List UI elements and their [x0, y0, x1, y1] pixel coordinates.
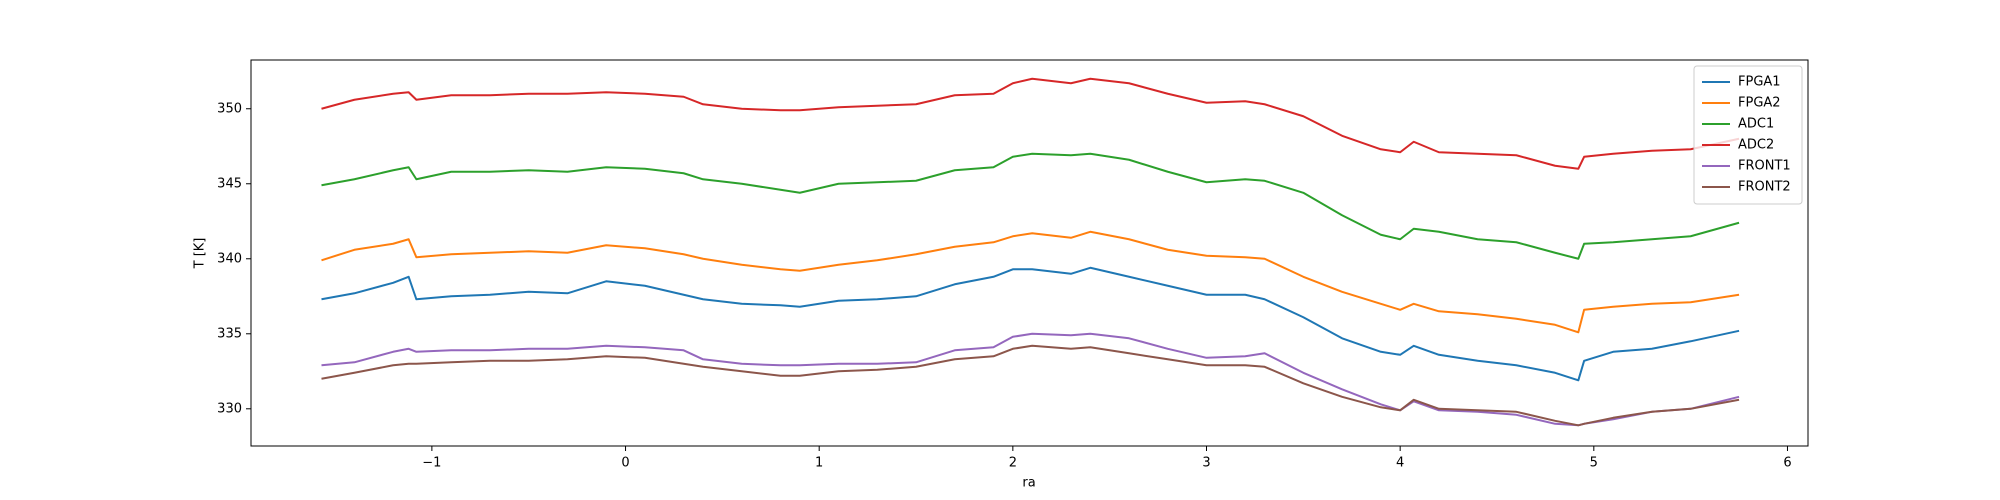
- y-tick-label: 345: [217, 176, 242, 191]
- x-tick-label: 3: [1202, 456, 1210, 471]
- series-line: [321, 344, 1740, 427]
- x-tick-label: 0: [621, 456, 629, 471]
- x-tick-label: 4: [1396, 456, 1404, 471]
- series-line: [321, 152, 1740, 260]
- axes-frame: [250, 59, 1809, 447]
- legend-label: FPGA2: [1738, 96, 1781, 111]
- legend-label: FPGA1: [1738, 75, 1781, 90]
- legend-label: ADC2: [1738, 138, 1774, 153]
- x-tick-label: 2: [1009, 456, 1017, 471]
- legend-label: FRONT1: [1738, 159, 1791, 174]
- x-tick-label: 1: [815, 456, 823, 471]
- legend-box: [1693, 65, 1803, 205]
- series-line: [321, 332, 1740, 427]
- series-line: [321, 77, 1740, 170]
- x-axis-label: ra: [1022, 476, 1035, 491]
- y-tick-label: 330: [217, 401, 242, 416]
- x-tick-label: 6: [1783, 456, 1791, 471]
- y-tick-label: 335: [217, 326, 242, 341]
- y-tick-label: 350: [217, 101, 242, 116]
- series-line: [321, 230, 1740, 334]
- legend-label: FRONT2: [1738, 180, 1791, 195]
- y-axis-label: T [K]: [193, 238, 208, 270]
- x-tick-label: −1: [422, 456, 441, 471]
- x-tick-label: 5: [1590, 456, 1598, 471]
- y-tick-label: 340: [217, 251, 242, 266]
- legend: FPGA1 FPGA2 ADC1 ADC2 FRONT1 FRONT2: [1693, 65, 1803, 205]
- series-line: [321, 266, 1740, 382]
- legend-label: ADC1: [1738, 117, 1774, 132]
